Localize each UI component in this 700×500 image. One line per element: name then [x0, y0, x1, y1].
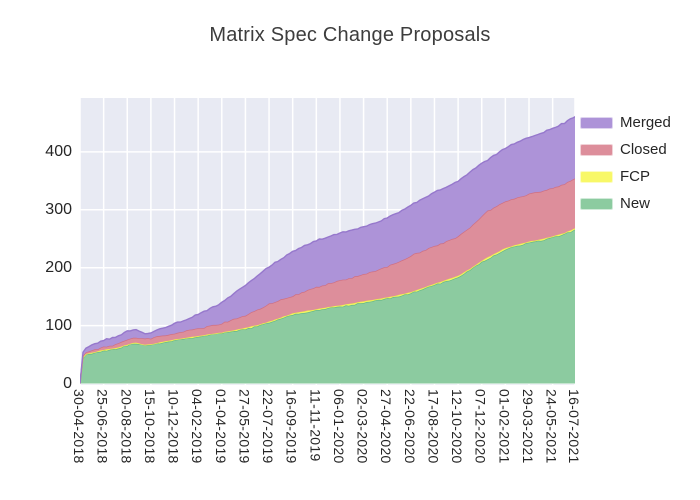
legend-label: New — [620, 195, 651, 212]
stacked-area-chart — [80, 98, 575, 385]
area-new — [80, 229, 575, 384]
legend-label: Merged — [620, 114, 671, 131]
x-axis-tick-label: 22-06-2020 — [401, 389, 418, 464]
chart-title: Matrix Spec Change Proposals — [209, 24, 491, 46]
legend-swatch-closed-icon — [580, 143, 613, 156]
x-axis-tick-label: 01-04-2019 — [212, 389, 229, 464]
legend-item-new[interactable]: New — [580, 190, 671, 217]
x-axis-tick-label: 29-03-2021 — [520, 389, 536, 464]
x-axis-tick-label: 04-02-2019 — [189, 389, 206, 464]
x-axis-tick-label: 15-10-2018 — [141, 389, 158, 464]
x-axis-tick-label: 06-01-2020 — [330, 389, 347, 464]
legend: Merged Closed FCP New — [580, 109, 671, 217]
legend-item-merged[interactable]: Merged — [580, 109, 671, 136]
y-axis-tick-label: 0 — [63, 374, 72, 392]
area-merged — [80, 116, 575, 384]
x-axis-tick-label: 07-12-2020 — [472, 389, 489, 464]
legend-swatch-fcp-icon — [580, 170, 613, 183]
x-axis-tick-label: 01-02-2021 — [496, 389, 513, 464]
x-axis-tick-label: 17-08-2020 — [425, 389, 442, 464]
x-axis-tick-label: 27-05-2019 — [236, 389, 253, 464]
x-axis-tick-label: 24-05-2021 — [543, 389, 560, 464]
y-axis-tick-label: 200 — [45, 258, 72, 276]
x-axis-tick-label: 27-04-2020 — [378, 389, 395, 464]
legend-swatch-merged-icon — [580, 116, 613, 129]
legend-item-fcp[interactable]: FCP — [580, 163, 671, 190]
legend-swatch-new-icon — [580, 197, 613, 210]
line-merged — [80, 116, 575, 384]
legend-label: FCP — [620, 168, 650, 185]
x-axis-tick-label: 20-08-2018 — [118, 389, 135, 464]
legend-item-closed[interactable]: Closed — [580, 136, 671, 163]
x-axis-tick-label: 02-03-2020 — [354, 389, 371, 464]
x-axis-tick-label: 16-07-2021 — [566, 389, 582, 464]
y-axis-tick-label: 400 — [45, 142, 72, 160]
legend-label: Closed — [620, 141, 667, 158]
x-axis-tick-label: 11-11-2019 — [307, 389, 324, 462]
x-axis-tick-label: 30-04-2018 — [71, 389, 87, 464]
x-axis-tick-label: 12-10-2020 — [449, 389, 466, 464]
x-axis-tick-label: 22-07-2019 — [260, 389, 277, 464]
x-axis-tick-label: 10-12-2018 — [165, 389, 182, 464]
x-axis-tick-label: 25-06-2018 — [94, 389, 111, 464]
y-axis-tick-label: 300 — [45, 200, 72, 218]
area-closed — [80, 178, 575, 384]
y-axis-tick-label: 100 — [45, 316, 72, 334]
x-axis-tick-label: 16-09-2019 — [283, 389, 300, 464]
